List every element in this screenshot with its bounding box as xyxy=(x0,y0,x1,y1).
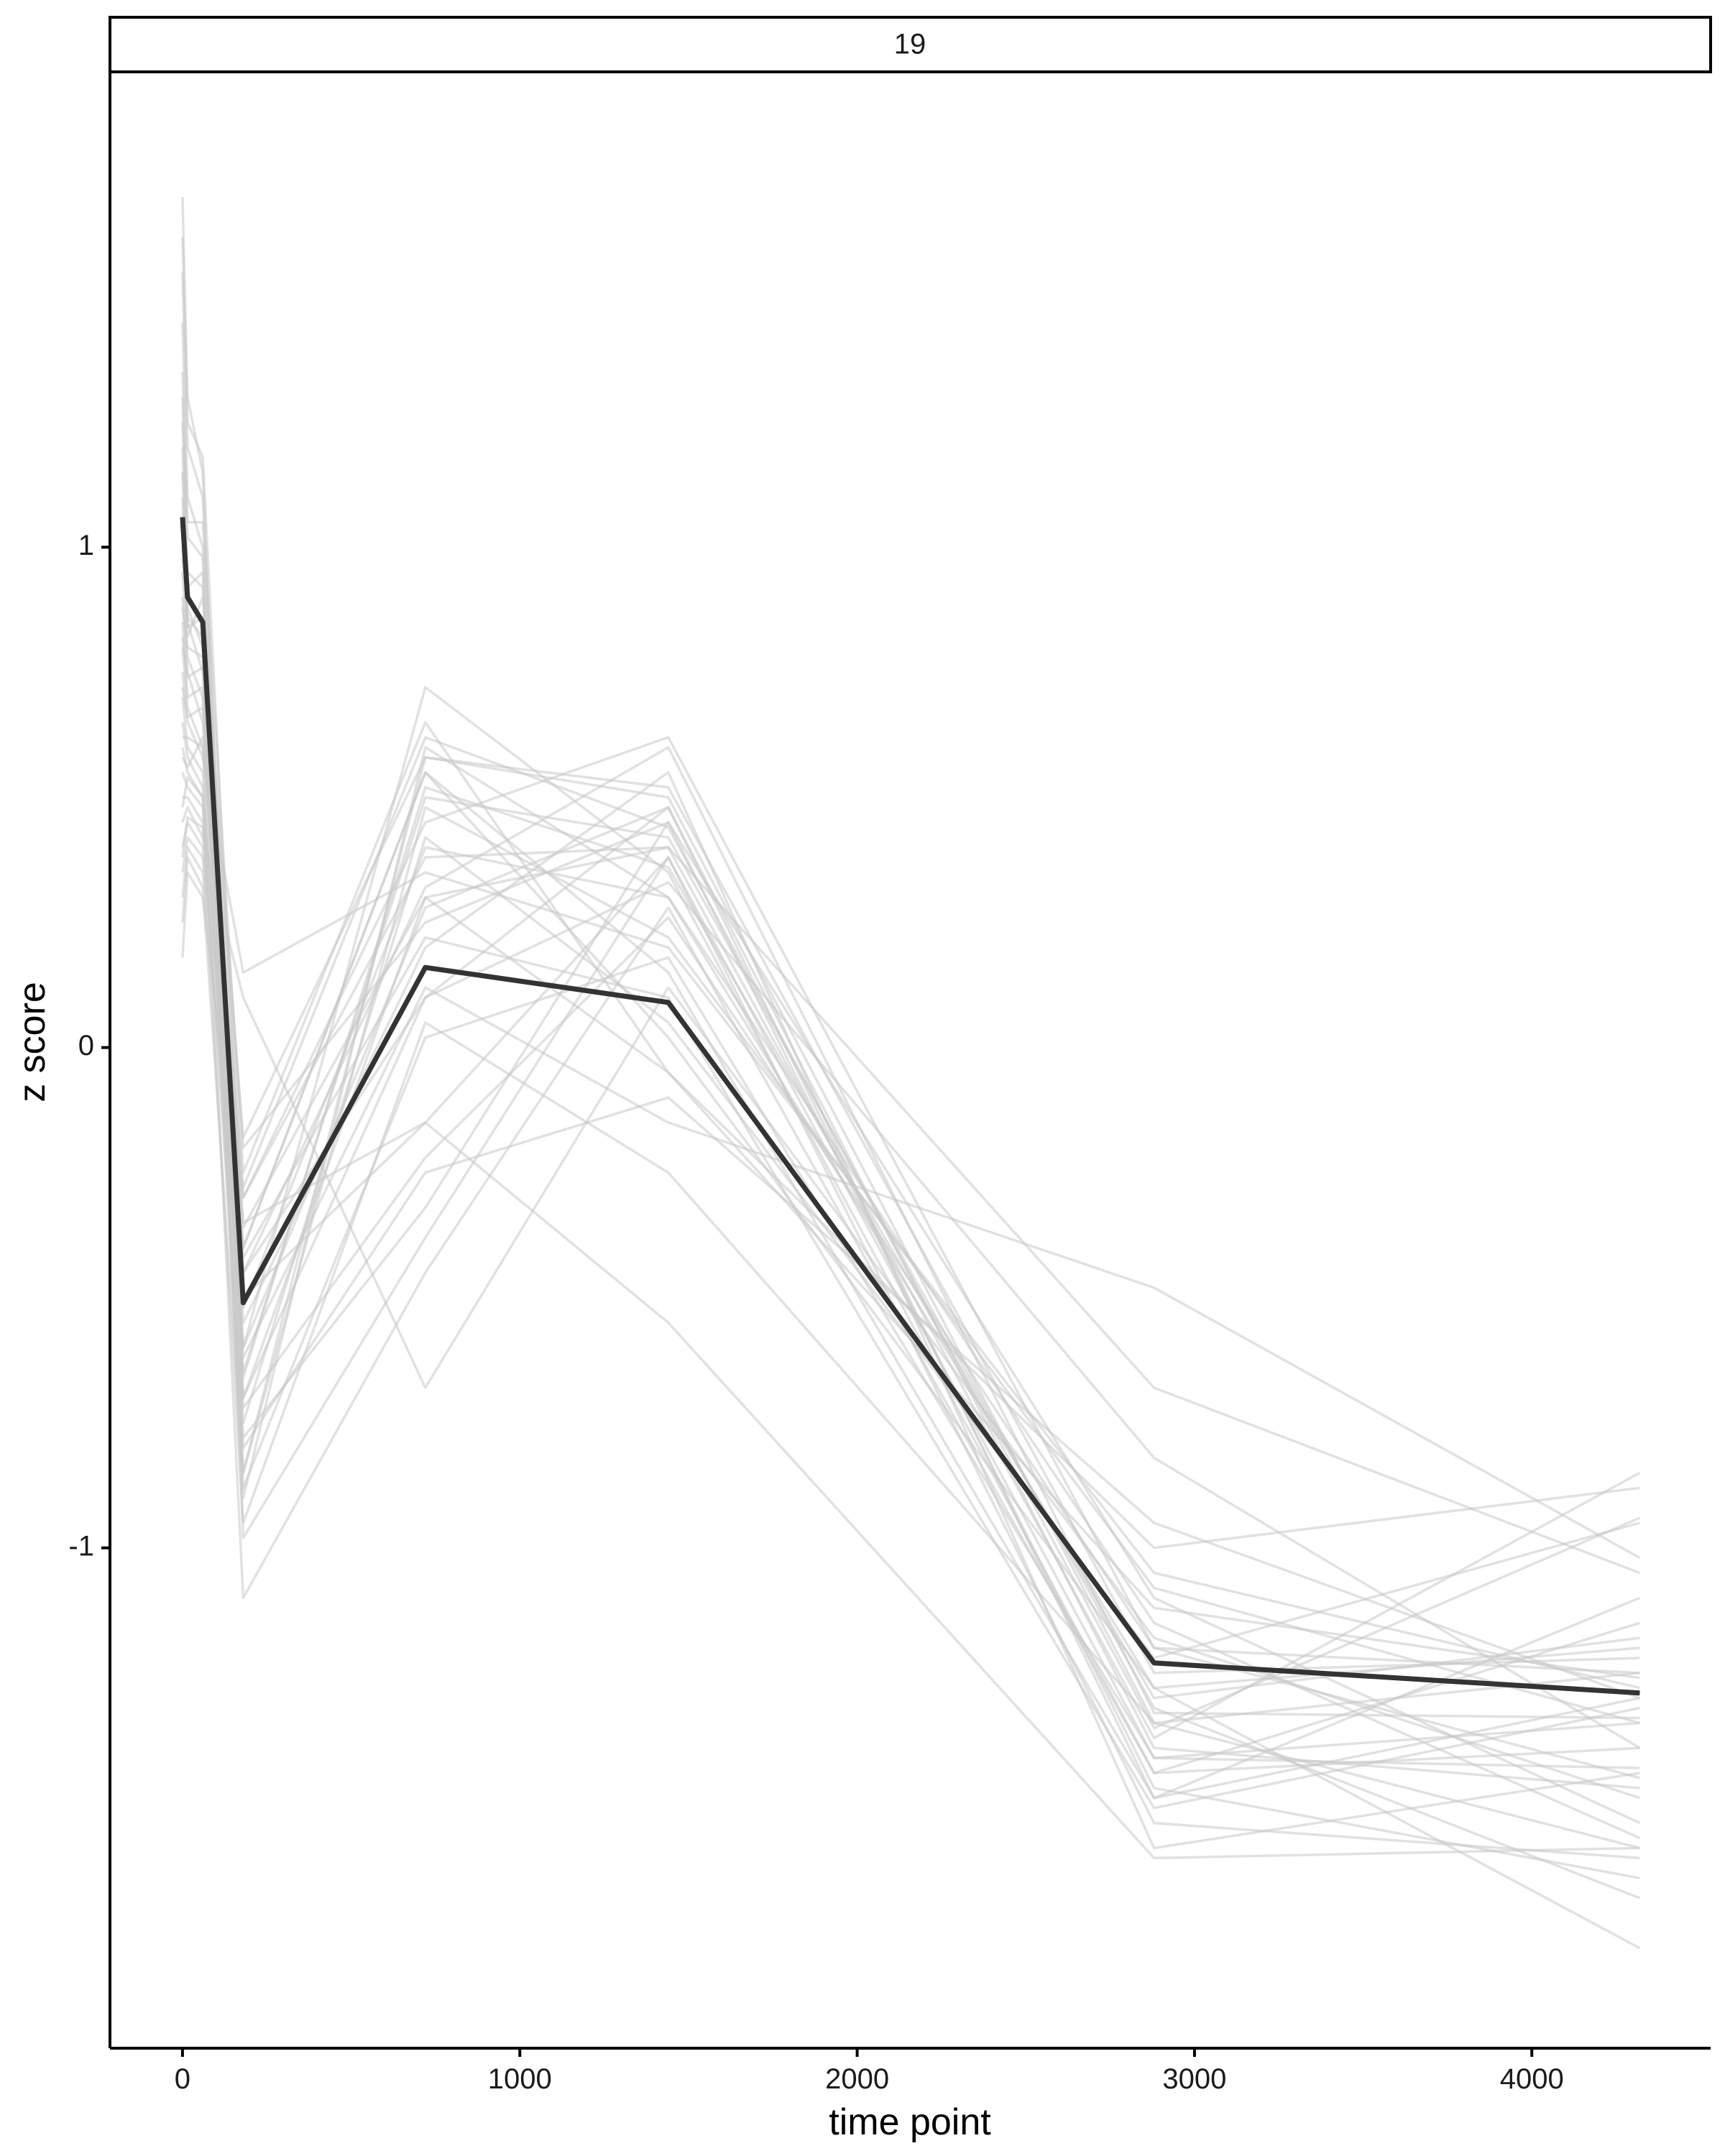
member-series-line xyxy=(181,821,1640,1725)
y-tick-label: 1 xyxy=(78,530,94,561)
member-series-line xyxy=(181,736,1641,1730)
member-series-line xyxy=(181,197,1640,1850)
member-series-line xyxy=(181,697,1641,1899)
member-series-line xyxy=(181,322,1640,1774)
member-series-line xyxy=(181,607,1641,1560)
member-series-line xyxy=(181,236,1640,1810)
x-tick-label: 1000 xyxy=(488,2063,552,2095)
x-tick-label: 0 xyxy=(175,2063,190,2095)
member-series-line xyxy=(181,547,1640,1674)
member-series-line xyxy=(182,796,1641,1800)
member-series-group xyxy=(181,197,1641,1950)
summary-series-group xyxy=(180,517,1640,1696)
member-series-line xyxy=(181,806,1640,1800)
y-axis-ticks: -1 0 1 xyxy=(68,530,110,1562)
member-series-line xyxy=(181,722,1640,1774)
x-tick-label: 3000 xyxy=(1162,2063,1226,2095)
facet-strip-label: 19 xyxy=(894,29,926,60)
member-series-line xyxy=(181,471,1640,1860)
member-series-line xyxy=(182,736,1640,1880)
member-series-line xyxy=(181,637,1640,1769)
x-tick-label: 2000 xyxy=(825,2063,889,2095)
y-tick-label: 0 xyxy=(78,1030,94,1061)
member-series-line xyxy=(181,572,1640,1690)
member-series-line xyxy=(181,816,1640,1779)
member-series-line xyxy=(181,272,1640,1789)
member-series-line xyxy=(181,687,1640,1720)
facet-strip xyxy=(109,16,1712,73)
member-series-line xyxy=(181,846,1640,1860)
member-series-line xyxy=(181,772,1640,1700)
member-series-line xyxy=(181,557,1640,1680)
member-series-line xyxy=(181,672,1640,1690)
summary-series-line xyxy=(180,517,1640,1696)
x-axis-ticks: 0 1000 2000 3000 4000 xyxy=(175,2048,1564,2095)
member-series-line xyxy=(181,770,1641,1950)
member-series-line xyxy=(181,836,1641,1575)
member-series-line xyxy=(181,372,1640,1549)
member-series-line xyxy=(181,775,1641,1840)
member-series-line xyxy=(181,522,1641,1825)
x-tick-label: 4000 xyxy=(1500,2063,1564,2095)
member-series-line xyxy=(181,422,1640,1700)
member-series-line xyxy=(181,806,1640,1725)
y-axis-title: z score xyxy=(12,982,53,1102)
y-tick-label: -1 xyxy=(68,1530,94,1562)
x-axis-title: time point xyxy=(829,2101,991,2143)
